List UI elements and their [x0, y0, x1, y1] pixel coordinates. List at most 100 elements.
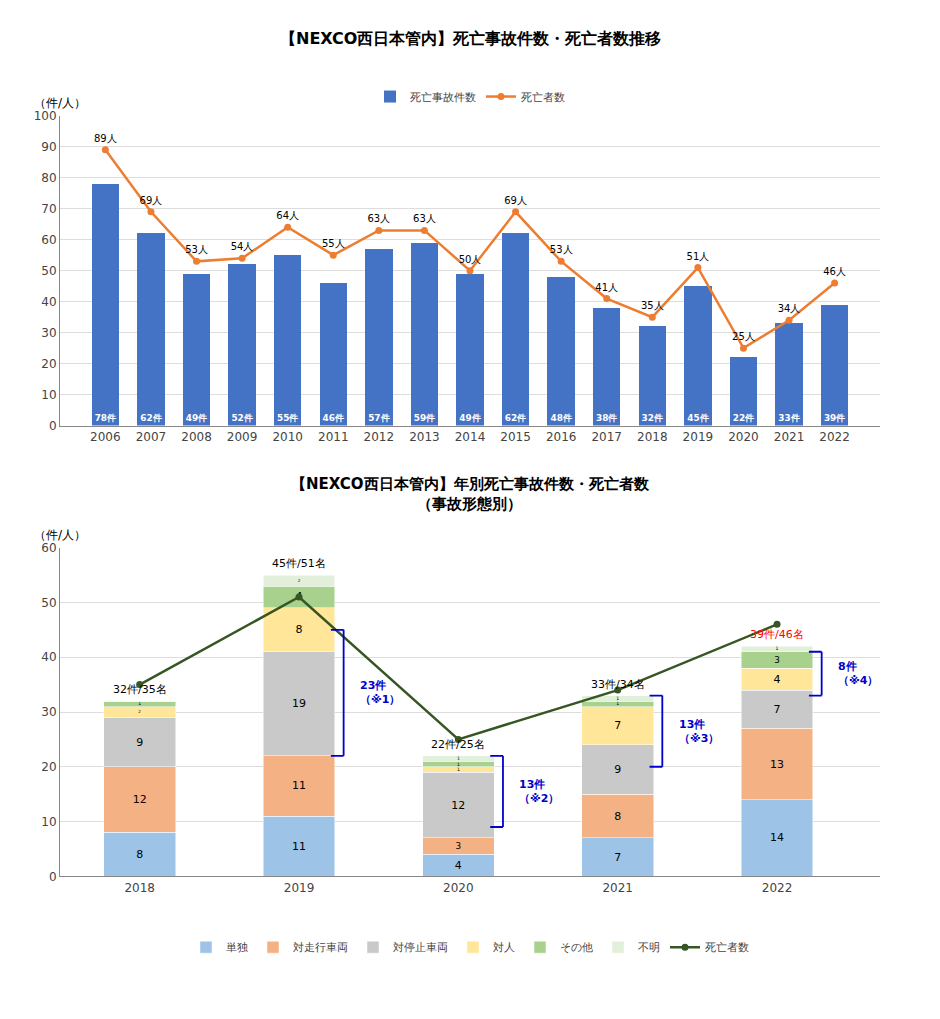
svg-text:41人: 41人 [595, 282, 618, 293]
svg-text:対停止車両: 対停止車両 [393, 941, 448, 954]
svg-text:4: 4 [455, 859, 462, 872]
svg-text:55人: 55人 [322, 238, 345, 249]
svg-text:54人: 54人 [231, 241, 254, 252]
svg-text:8: 8 [296, 623, 303, 636]
svg-text:死亡者数: 死亡者数 [705, 941, 749, 954]
svg-text:13: 13 [770, 758, 784, 771]
svg-text:12: 12 [133, 793, 147, 806]
svg-text:89人: 89人 [94, 133, 117, 144]
svg-text:39件/46名: 39件/46名 [750, 628, 804, 641]
svg-text:49件: 49件 [459, 413, 480, 423]
svg-text:9: 9 [614, 763, 621, 776]
svg-text:48件: 48件 [550, 413, 571, 423]
svg-text:1: 1 [616, 696, 619, 701]
svg-text:1: 1 [776, 646, 779, 651]
svg-text:12: 12 [451, 799, 465, 812]
svg-text:2012: 2012 [364, 430, 395, 444]
svg-text:7: 7 [774, 703, 781, 716]
svg-text:対走行車両: 対走行車両 [293, 941, 348, 954]
svg-text:40: 40 [41, 650, 56, 664]
svg-text:2022: 2022 [762, 881, 793, 895]
svg-text:（件/人）: （件/人） [34, 96, 86, 110]
svg-text:2007: 2007 [136, 430, 167, 444]
svg-text:13件（※3）: 13件（※3） [679, 718, 719, 745]
svg-text:45件: 45件 [687, 413, 708, 423]
svg-text:1: 1 [616, 701, 619, 706]
svg-text:80: 80 [41, 171, 56, 185]
svg-text:2019: 2019 [284, 881, 315, 895]
svg-text:51人: 51人 [687, 251, 710, 262]
svg-text:52件: 52件 [231, 413, 252, 423]
svg-text:1: 1 [457, 756, 460, 761]
svg-text:50: 50 [41, 596, 56, 610]
svg-text:70: 70 [41, 202, 56, 216]
svg-text:死亡事故件数: 死亡事故件数 [410, 91, 476, 104]
svg-text:2016: 2016 [546, 430, 577, 444]
svg-text:20: 20 [41, 357, 56, 371]
svg-text:2021: 2021 [602, 881, 633, 895]
svg-text:2014: 2014 [455, 430, 486, 444]
svg-text:1: 1 [457, 767, 460, 772]
svg-text:0: 0 [49, 419, 57, 433]
svg-text:50人: 50人 [459, 254, 482, 265]
svg-text:10: 10 [41, 815, 56, 829]
svg-text:38件: 38件 [596, 413, 617, 423]
svg-text:25人: 25人 [732, 331, 755, 342]
svg-text:8件（※4）: 8件（※4） [838, 660, 878, 687]
svg-text:2: 2 [138, 709, 141, 714]
svg-text:2020: 2020 [728, 430, 759, 444]
svg-text:3: 3 [456, 841, 462, 851]
svg-text:60: 60 [41, 541, 56, 555]
svg-text:単独: 単独 [226, 941, 248, 954]
svg-text:2015: 2015 [500, 430, 531, 444]
svg-text:22件: 22件 [733, 413, 754, 423]
svg-text:46人: 46人 [823, 266, 846, 277]
svg-text:45件/51名: 45件/51名 [272, 557, 326, 570]
svg-text:90: 90 [41, 140, 56, 154]
svg-text:63人: 63人 [413, 214, 436, 225]
svg-text:2022: 2022 [819, 430, 850, 444]
svg-text:2013: 2013 [409, 430, 440, 444]
svg-text:35人: 35人 [641, 300, 664, 311]
svg-text:不明: 不明 [638, 941, 660, 954]
svg-text:8: 8 [614, 810, 621, 823]
svg-text:2006: 2006 [90, 430, 121, 444]
svg-text:2: 2 [298, 578, 301, 583]
svg-text:39件: 39件 [824, 413, 845, 423]
svg-text:33件: 33件 [778, 413, 799, 423]
svg-text:32件/35名: 32件/35名 [113, 683, 167, 696]
svg-text:53人: 53人 [550, 244, 573, 255]
svg-text:64人: 64人 [276, 210, 299, 221]
svg-text:14: 14 [770, 831, 784, 844]
svg-text:11: 11 [292, 840, 306, 853]
svg-text:7: 7 [614, 851, 621, 864]
svg-text:2021: 2021 [774, 430, 805, 444]
svg-text:4: 4 [296, 590, 303, 603]
svg-text:1: 1 [138, 701, 141, 706]
svg-text:2017: 2017 [591, 430, 622, 444]
svg-text:60: 60 [41, 233, 56, 247]
svg-text:40: 40 [41, 295, 56, 309]
svg-text:2008: 2008 [181, 430, 212, 444]
svg-text:23件（※1）: 23件（※1） [360, 679, 400, 706]
svg-text:その他: その他 [560, 941, 593, 954]
svg-text:8: 8 [136, 848, 143, 861]
svg-text:49件: 49件 [186, 413, 207, 423]
svg-text:63人: 63人 [367, 214, 390, 225]
svg-text:1: 1 [457, 762, 460, 767]
svg-text:33件/34名: 33件/34名 [591, 678, 645, 691]
svg-text:10: 10 [41, 388, 56, 402]
svg-text:2020: 2020 [443, 881, 474, 895]
svg-text:2011: 2011 [318, 430, 349, 444]
svg-text:3: 3 [774, 655, 780, 665]
svg-text:7: 7 [614, 719, 621, 732]
svg-text:2019: 2019 [683, 430, 714, 444]
svg-text:34人: 34人 [778, 303, 801, 314]
svg-text:9: 9 [136, 736, 143, 749]
svg-text:0: 0 [49, 870, 57, 884]
svg-text:30: 30 [41, 705, 56, 719]
svg-text:69人: 69人 [504, 195, 527, 206]
svg-text:55件: 55件 [277, 413, 298, 423]
svg-text:100: 100 [34, 109, 57, 123]
svg-text:46件: 46件 [323, 413, 344, 423]
